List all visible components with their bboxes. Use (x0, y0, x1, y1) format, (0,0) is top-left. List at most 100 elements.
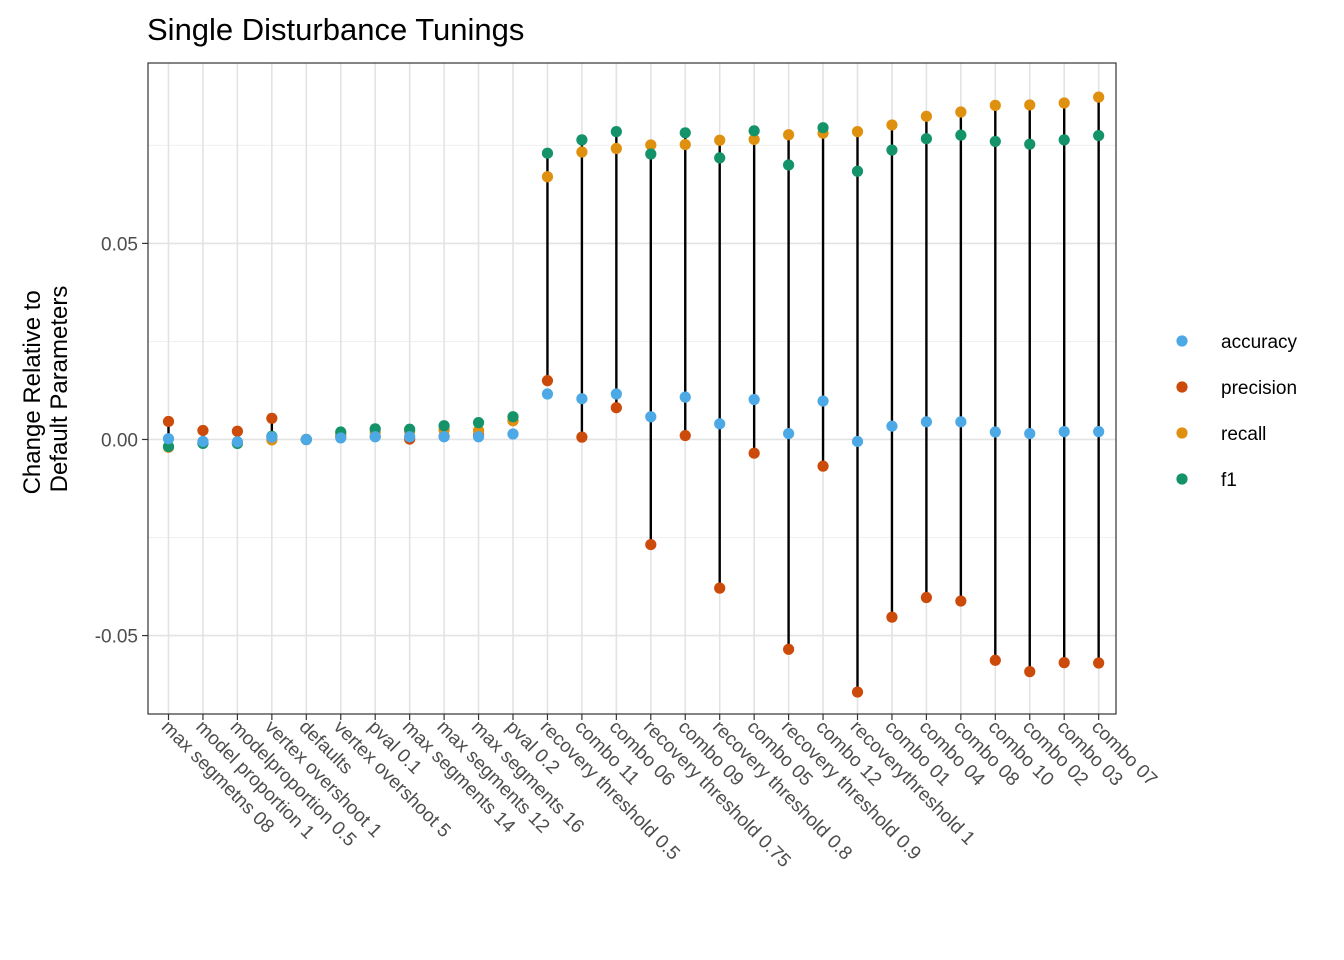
point-accuracy (231, 436, 243, 448)
point-f1 (955, 129, 967, 141)
point-f1 (748, 125, 760, 137)
point-f1 (783, 159, 795, 171)
point-f1 (679, 127, 691, 139)
legend-key-accuracy (1176, 335, 1188, 347)
point-recall (920, 110, 933, 122)
point-f1 (438, 420, 450, 432)
point-precision (989, 654, 1001, 666)
point-accuracy (989, 426, 1001, 438)
point-f1 (645, 148, 657, 160)
point-precision (679, 429, 691, 442)
point-f1 (1093, 129, 1105, 142)
point-accuracy (300, 433, 312, 446)
y-tick-label: 0.05 (101, 234, 138, 255)
point-recall (1058, 97, 1070, 109)
point-precision (1058, 657, 1070, 669)
point-recall (1024, 99, 1036, 111)
point-accuracy (920, 416, 933, 428)
point-accuracy (1093, 426, 1105, 438)
point-precision (541, 375, 554, 387)
y-tick-label: 0.00 (101, 430, 138, 451)
point-precision (920, 591, 933, 604)
point-recall (1093, 91, 1105, 103)
y-axis-label-line-1: Change Relative to (19, 290, 46, 494)
point-precision (1024, 666, 1036, 678)
point-accuracy (714, 418, 726, 430)
point-recall (645, 139, 657, 151)
point-f1 (369, 423, 381, 435)
data-points (162, 91, 1105, 698)
point-accuracy (404, 431, 416, 443)
legend-key-recall (1176, 427, 1188, 439)
point-accuracy (335, 432, 347, 444)
point-accuracy (817, 395, 829, 407)
point-precision (576, 431, 588, 443)
point-f1 (817, 122, 829, 134)
point-f1 (541, 147, 554, 159)
point-precision (1093, 657, 1105, 669)
point-precision (231, 425, 243, 437)
point-precision (783, 643, 795, 655)
point-precision (886, 611, 898, 623)
point-accuracy (610, 388, 622, 400)
point-precision (266, 412, 278, 424)
point-accuracy (748, 393, 760, 406)
point-accuracy (472, 431, 485, 443)
point-accuracy (1058, 426, 1070, 438)
y-axis: -0.05 0.00 0.05 (95, 234, 148, 648)
point-f1 (989, 135, 1001, 148)
range-segments (167, 97, 1100, 693)
point-recall (989, 99, 1001, 111)
legend-key-f1 (1176, 473, 1188, 485)
point-accuracy (783, 427, 795, 440)
point-f1 (714, 152, 726, 164)
point-accuracy (541, 388, 554, 400)
point-f1 (886, 144, 898, 156)
grid (148, 63, 1116, 714)
legend-label-precision: precision (1221, 378, 1297, 399)
point-accuracy (162, 433, 175, 445)
point-accuracy (955, 416, 967, 428)
point-recall (955, 106, 967, 118)
point-accuracy (851, 435, 864, 448)
legend-key-precision (1176, 381, 1188, 393)
point-recall (679, 138, 691, 151)
point-precision (162, 415, 175, 428)
y-axis-label-line-2: Default Parameters (46, 286, 73, 493)
point-f1 (1058, 134, 1070, 146)
point-f1 (610, 126, 622, 138)
point-precision (197, 424, 209, 437)
point-f1 (1024, 138, 1036, 150)
point-recall (783, 129, 795, 141)
point-precision (610, 402, 622, 414)
point-accuracy (197, 435, 209, 448)
point-f1 (507, 411, 519, 423)
point-f1 (920, 133, 933, 145)
point-recall (610, 142, 622, 155)
point-f1 (576, 134, 588, 146)
point-accuracy (886, 420, 898, 432)
point-recall (576, 146, 588, 158)
point-recall (886, 119, 898, 131)
legend-label-f1: f1 (1221, 470, 1237, 491)
legend-label-accuracy: accuracy (1221, 332, 1298, 353)
point-precision (748, 447, 760, 459)
point-precision (645, 538, 657, 551)
point-recall (748, 133, 760, 146)
plot-panel-border (147, 62, 1117, 715)
point-accuracy (507, 428, 519, 440)
point-recall (541, 171, 554, 183)
point-accuracy (369, 431, 381, 443)
point-accuracy (576, 393, 588, 405)
point-precision (851, 686, 864, 698)
point-recall (851, 126, 864, 138)
chart-title: Single Disturbance Tunings (147, 12, 524, 47)
point-recall (714, 134, 726, 146)
point-accuracy (266, 431, 278, 443)
y-axis-label: Change Relative to Default Parameters (19, 284, 73, 495)
point-precision (714, 582, 726, 594)
point-precision (817, 460, 829, 472)
point-accuracy (438, 431, 450, 443)
